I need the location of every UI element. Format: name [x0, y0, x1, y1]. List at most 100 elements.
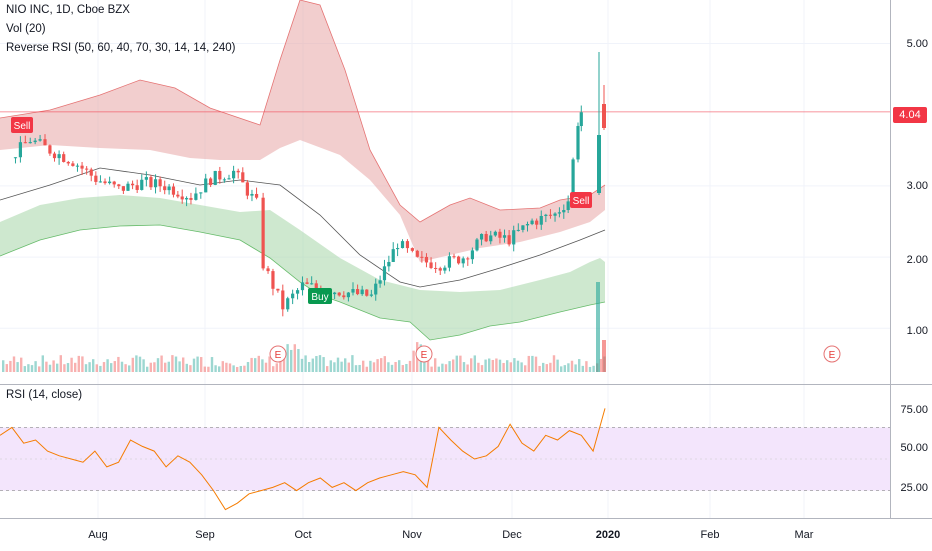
volume-bar [581, 365, 584, 372]
candle-body [117, 184, 121, 187]
candle-body [410, 248, 414, 251]
volume-bar [401, 365, 404, 372]
candle-body [457, 256, 461, 264]
volume-bar [358, 364, 361, 372]
price-tick-label: 5.00 [906, 38, 928, 50]
volume-bar [239, 365, 242, 372]
volume-bar [254, 358, 257, 372]
candle-body [484, 233, 488, 242]
rsi-axis[interactable]: 75.00 50.00 25.00 [890, 385, 932, 518]
candle-body [420, 256, 424, 258]
candle-body [544, 214, 548, 216]
candle-body [121, 186, 125, 191]
volume-bar [430, 366, 433, 372]
candle-body [158, 179, 162, 187]
volume-bar [484, 359, 487, 372]
candle-body [498, 231, 502, 238]
candle-body [576, 126, 580, 160]
volume-bar [189, 365, 192, 372]
pane-separator[interactable] [0, 384, 932, 385]
earnings-marker: E [415, 345, 433, 363]
price-pane[interactable]: Sell Buy Sell E E E NIO INC, 1D, Cboe BZX Vol… [0, 0, 890, 384]
symbol-legend[interactable]: NIO INC, 1D, Cboe BZX [6, 4, 130, 16]
candle-body [135, 185, 139, 190]
volume-bar [599, 358, 602, 372]
volume-bar [588, 366, 592, 372]
volume-bar [257, 355, 260, 372]
volume-bar [261, 359, 264, 372]
volume-bar [444, 364, 448, 372]
volume-bar [185, 363, 188, 372]
volume-bar [344, 358, 347, 372]
volume-bar [120, 361, 124, 372]
candle-body [516, 229, 520, 231]
rsi-legend[interactable]: RSI (14, close) [6, 389, 83, 401]
volume-bar [405, 363, 408, 372]
price-chart-svg[interactable]: Sell Buy Sell E E E [0, 0, 890, 384]
volume-bar [498, 359, 502, 372]
candle-body [254, 193, 259, 198]
candle-body [286, 298, 290, 310]
candle-body [199, 192, 203, 194]
volume-bar [466, 364, 469, 372]
volume-bar [282, 350, 286, 372]
candle-body [245, 182, 249, 196]
upper-band-fill [0, 0, 605, 262]
candle-body [57, 154, 61, 159]
candle-body [479, 233, 484, 240]
candle-body [276, 288, 280, 291]
volume-bar [516, 360, 520, 372]
signal-label-text: Buy [311, 292, 328, 303]
volume-bar [563, 365, 566, 372]
candle-body [108, 181, 112, 184]
candle-body [71, 163, 75, 166]
volume-bar [243, 365, 246, 372]
volume-bar [477, 362, 480, 372]
price-axis[interactable]: 5.00 3.00 2.00 1.00 [890, 0, 932, 384]
volume-bar [110, 363, 113, 372]
candle-body [204, 178, 208, 193]
reverse-rsi-legend[interactable]: Reverse RSI (50, 60, 40, 70, 30, 14, 14,… [6, 42, 236, 54]
volume-bar [232, 365, 235, 372]
candle-body [602, 104, 606, 128]
volume-bar [279, 359, 282, 372]
volume-bar [412, 350, 415, 372]
signal-label-box [308, 288, 332, 304]
volume-bar [12, 356, 16, 372]
rsi-pane[interactable]: RSI (14, close) [0, 385, 890, 518]
candle-body [507, 235, 511, 245]
volume-bar [602, 340, 606, 372]
candle-body [502, 235, 507, 238]
volume-bar [92, 359, 95, 372]
candle-body [557, 212, 562, 214]
volume-bar [131, 357, 134, 372]
volume-bar [81, 356, 84, 372]
volume-bar [264, 362, 268, 372]
candle-body [18, 142, 22, 158]
candle-body [184, 198, 189, 200]
candle-body [566, 201, 570, 211]
time-axis[interactable]: Aug Sep Oct Nov Dec 2020 Feb Mar [0, 518, 932, 551]
volume-bar [63, 364, 66, 372]
candle-body [466, 258, 470, 260]
candle-body [236, 170, 240, 173]
volume-bar [531, 355, 534, 372]
volume-bar [27, 364, 30, 372]
candle-body [130, 183, 135, 186]
volume-bar [527, 355, 530, 372]
earnings-marker-circle [269, 345, 287, 363]
candle-body [300, 282, 305, 291]
volume-bar [542, 362, 545, 372]
volume-legend[interactable]: Vol (20) [6, 23, 46, 35]
volume-bar [128, 365, 131, 372]
candle-body [562, 210, 566, 213]
volume-bar [552, 355, 556, 372]
rsi-chart-svg[interactable] [0, 385, 890, 518]
candle-body [539, 215, 543, 225]
volume-bar [290, 349, 293, 372]
candle-body [369, 294, 373, 296]
volume-bar [45, 361, 48, 372]
volume-bar [221, 361, 224, 372]
candle-body [98, 181, 103, 183]
moving-average-line [0, 167, 606, 288]
